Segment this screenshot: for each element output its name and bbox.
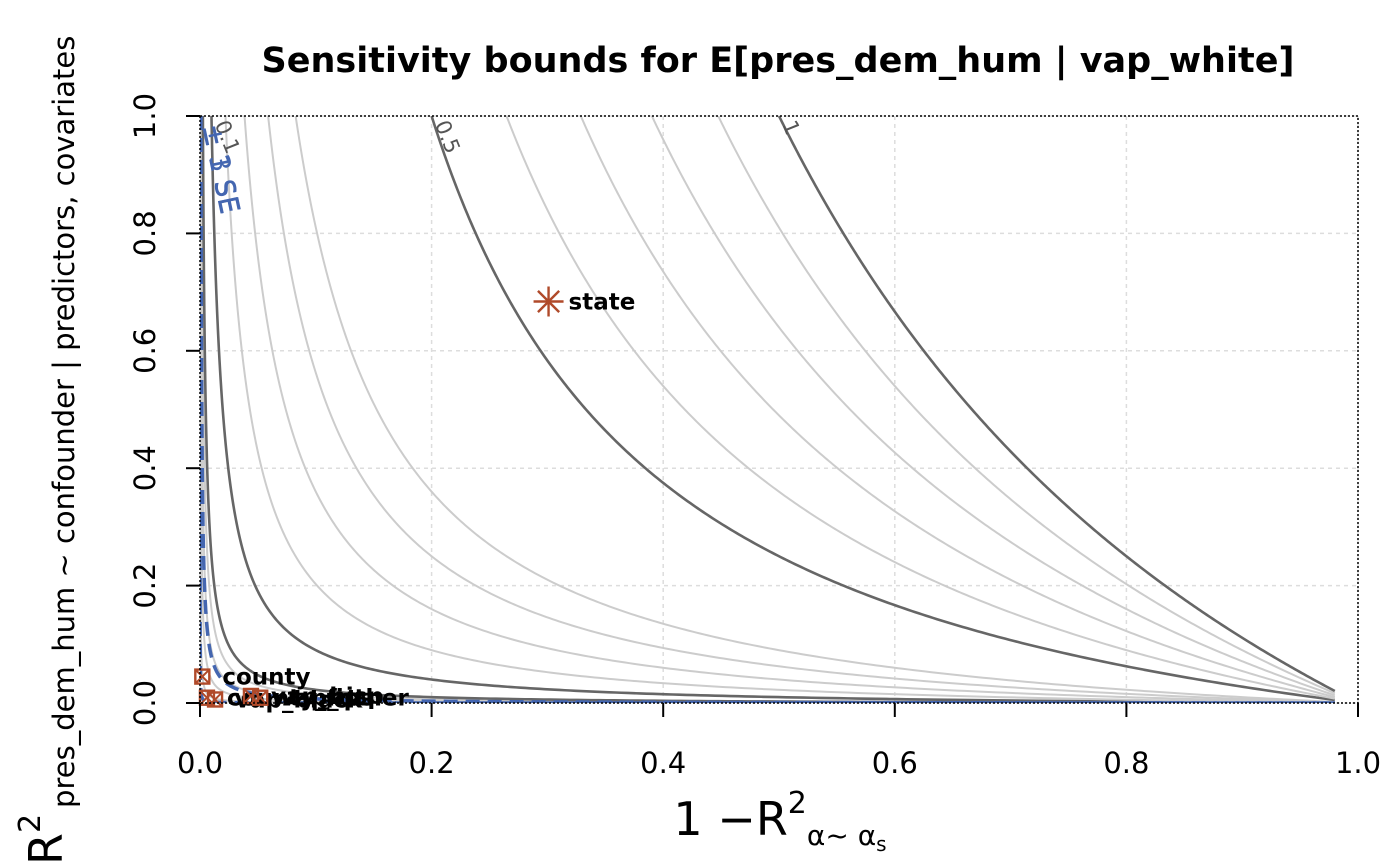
x-tick-label-5: 1.0	[1335, 746, 1381, 780]
contour-line-8	[267, 116, 1335, 703]
benchmark-point-3	[206, 691, 224, 708]
y-tick-label-0: 0.0	[128, 680, 162, 726]
benchmark-point-1	[194, 668, 211, 685]
contour-line-13	[650, 116, 1336, 697]
contour-line-1	[200, 116, 1335, 703]
x-tick-label-1: 0.2	[409, 746, 455, 780]
contour-line-0	[200, 116, 1335, 703]
benchmark-label-5: vap_other	[280, 686, 409, 712]
y-tick-label-1: 0.2	[128, 563, 162, 609]
contour-line-5	[210, 116, 1335, 703]
y-tick-label-3: 0.6	[128, 328, 162, 374]
se-band-line-0	[200, 116, 1335, 703]
contour-line-11	[505, 116, 1336, 700]
x-axis-label: 1 −R2α~ αs	[673, 786, 886, 856]
x-tick-label-4: 0.8	[1103, 746, 1149, 780]
y-axis-label: R2pres_dem_hum ~ confounder | predictors…	[13, 36, 81, 865]
contour-label-1: 0.5	[430, 117, 465, 157]
se-bands	[200, 116, 1335, 703]
plot-border	[199, 115, 1359, 704]
y-axis-ticks: 0.0 0.2 0.4 0.6 0.8 1.0	[128, 93, 200, 726]
contour-line-7	[243, 116, 1335, 703]
contour-line-6	[224, 116, 1335, 703]
contour-line-14	[717, 116, 1336, 695]
benchmark-label-1: county	[222, 665, 310, 691]
benchmark-label-4: vap_hisp	[271, 684, 384, 710]
benchmark-point-0	[533, 286, 564, 317]
x-tick-label-2: 0.4	[640, 746, 686, 780]
benchmark-points: statecountycounty_fipsvap_blackvap_hispv…	[194, 286, 636, 713]
benchmark-label-0: state	[569, 289, 636, 315]
se-band-line-1	[200, 116, 1335, 703]
contour-line-2	[200, 116, 1335, 703]
x-tick-label-0: 0.0	[177, 746, 223, 780]
contour-line-15	[777, 116, 1336, 693]
contour-line-12	[579, 116, 1336, 699]
x-axis-ticks: 0.0 0.2 0.4 0.6 0.8 1.0	[177, 703, 1381, 780]
contour-line-10	[430, 116, 1336, 702]
y-tick-label-5: 1.0	[128, 93, 162, 139]
contour-line-4	[201, 116, 1335, 703]
x-tick-label-3: 0.6	[872, 746, 918, 780]
chart-title: Sensitivity bounds for E[pres_dem_hum | …	[262, 41, 1295, 81]
contour-lines	[200, 116, 1336, 703]
benchmark-point-5	[252, 689, 269, 706]
grid	[199, 115, 1359, 704]
contour-line-3	[200, 116, 1335, 703]
y-tick-label-4: 0.8	[128, 210, 162, 256]
y-tick-label-2: 0.4	[128, 445, 162, 491]
contour-line-9	[294, 116, 1335, 703]
contour-labels: 0.1 0.5 1± 1 SE± 3 SE	[195, 117, 804, 217]
